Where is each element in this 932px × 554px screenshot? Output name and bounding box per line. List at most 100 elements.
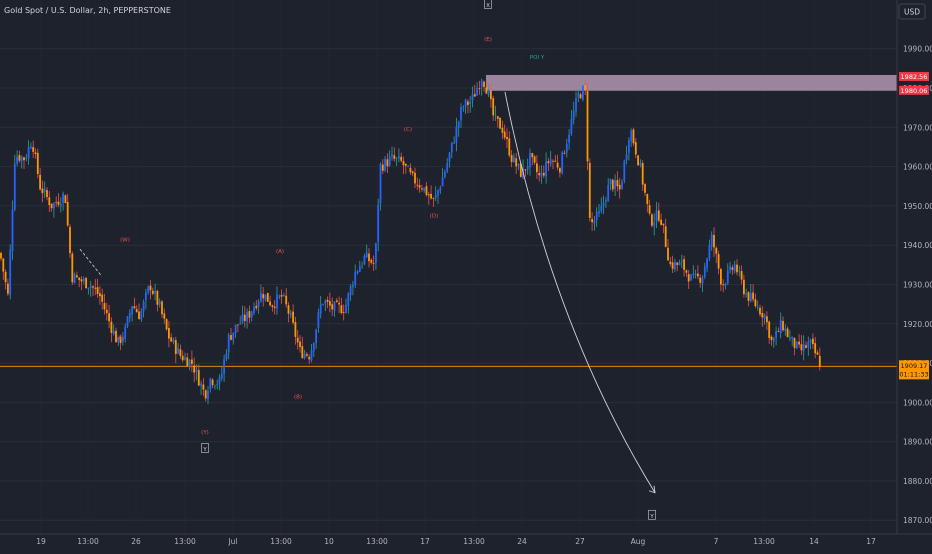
candle[interactable] bbox=[363, 255, 366, 264]
candle[interactable] bbox=[464, 100, 467, 107]
candle[interactable] bbox=[174, 340, 177, 354]
candle[interactable] bbox=[59, 203, 62, 206]
candle[interactable] bbox=[76, 275, 78, 278]
candle[interactable] bbox=[211, 379, 214, 386]
candle[interactable] bbox=[92, 286, 94, 288]
candle[interactable] bbox=[404, 163, 407, 166]
candle[interactable] bbox=[570, 119, 573, 134]
candle[interactable] bbox=[795, 341, 798, 349]
candle[interactable] bbox=[46, 190, 48, 198]
candle[interactable] bbox=[710, 234, 713, 247]
candle[interactable] bbox=[651, 214, 653, 226]
candle[interactable] bbox=[713, 234, 715, 248]
candle[interactable] bbox=[223, 359, 225, 374]
candle[interactable] bbox=[315, 329, 317, 344]
candle[interactable] bbox=[526, 166, 529, 170]
candle[interactable] bbox=[529, 152, 531, 168]
candle[interactable] bbox=[687, 274, 690, 282]
candle[interactable] bbox=[0, 252, 2, 259]
candle[interactable] bbox=[25, 158, 28, 160]
candle[interactable] bbox=[807, 342, 810, 348]
candle[interactable] bbox=[163, 313, 166, 319]
candle[interactable] bbox=[126, 316, 129, 327]
candle[interactable] bbox=[108, 313, 110, 322]
candle[interactable] bbox=[598, 211, 600, 214]
candle[interactable] bbox=[48, 197, 51, 206]
candle[interactable] bbox=[361, 264, 363, 266]
candle[interactable] bbox=[747, 292, 750, 301]
candle[interactable] bbox=[53, 203, 55, 209]
candle[interactable] bbox=[496, 116, 499, 119]
candle[interactable] bbox=[156, 290, 159, 305]
candle[interactable] bbox=[57, 201, 60, 205]
candle[interactable] bbox=[105, 309, 108, 314]
candle[interactable] bbox=[802, 344, 805, 352]
candle-layer[interactable] bbox=[0, 78, 821, 405]
candle[interactable] bbox=[667, 247, 669, 261]
candle[interactable] bbox=[763, 314, 766, 319]
candle[interactable] bbox=[616, 179, 619, 187]
candle[interactable] bbox=[634, 142, 637, 155]
candle[interactable] bbox=[678, 262, 681, 266]
candle[interactable] bbox=[460, 106, 462, 121]
candle[interactable] bbox=[782, 321, 784, 331]
candle[interactable] bbox=[372, 263, 375, 264]
candle[interactable] bbox=[7, 283, 9, 294]
candle[interactable] bbox=[246, 312, 248, 322]
candle[interactable] bbox=[568, 134, 570, 143]
candle[interactable] bbox=[301, 346, 304, 358]
candle[interactable] bbox=[303, 353, 306, 359]
candle[interactable] bbox=[513, 156, 515, 163]
candle[interactable] bbox=[257, 301, 260, 307]
candle[interactable] bbox=[66, 201, 69, 226]
candle[interactable] bbox=[418, 185, 421, 188]
candle[interactable] bbox=[756, 306, 759, 308]
candle[interactable] bbox=[23, 157, 25, 161]
candle[interactable] bbox=[425, 186, 428, 196]
candle[interactable] bbox=[333, 302, 336, 311]
candle[interactable] bbox=[749, 293, 752, 302]
candle[interactable] bbox=[611, 179, 614, 190]
candle[interactable] bbox=[588, 162, 591, 218]
candle[interactable] bbox=[655, 210, 658, 222]
candle[interactable] bbox=[287, 305, 290, 314]
candle[interactable] bbox=[133, 306, 136, 309]
candle[interactable] bbox=[260, 292, 262, 302]
candle[interactable] bbox=[439, 187, 442, 191]
candle[interactable] bbox=[789, 337, 791, 339]
candle[interactable] bbox=[204, 390, 207, 399]
candle[interactable] bbox=[128, 312, 131, 318]
candle[interactable] bbox=[607, 184, 610, 202]
candle[interactable] bbox=[168, 328, 170, 339]
candle[interactable] bbox=[216, 383, 219, 385]
candle[interactable] bbox=[450, 142, 453, 153]
candle[interactable] bbox=[13, 163, 16, 210]
candle[interactable] bbox=[669, 261, 672, 264]
candle[interactable] bbox=[80, 279, 83, 282]
candle[interactable] bbox=[195, 369, 198, 372]
candle[interactable] bbox=[759, 307, 761, 315]
candle[interactable] bbox=[368, 253, 370, 262]
candle[interactable] bbox=[43, 188, 46, 192]
candle[interactable] bbox=[671, 262, 674, 269]
candle[interactable] bbox=[561, 152, 564, 174]
candle[interactable] bbox=[32, 147, 35, 152]
candle[interactable] bbox=[115, 330, 117, 343]
candle[interactable] bbox=[122, 337, 124, 342]
candle[interactable] bbox=[400, 156, 403, 161]
candle[interactable] bbox=[660, 219, 662, 225]
candle[interactable] bbox=[524, 169, 527, 171]
candle[interactable] bbox=[62, 193, 64, 203]
candle[interactable] bbox=[690, 274, 692, 281]
candle[interactable] bbox=[377, 204, 380, 243]
candle[interactable] bbox=[338, 302, 340, 305]
candle[interactable] bbox=[207, 390, 209, 400]
candle[interactable] bbox=[646, 194, 649, 205]
candle[interactable] bbox=[381, 164, 384, 171]
candle[interactable] bbox=[225, 353, 228, 360]
candle[interactable] bbox=[172, 339, 175, 342]
candle[interactable] bbox=[248, 311, 251, 318]
candle[interactable] bbox=[191, 359, 193, 364]
candle[interactable] bbox=[345, 304, 347, 313]
